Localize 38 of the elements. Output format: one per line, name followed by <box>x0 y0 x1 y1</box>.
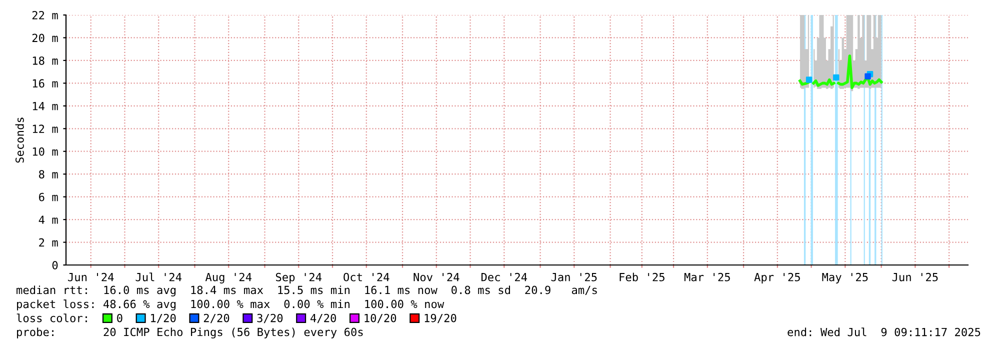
legend-label: 1/20 <box>151 314 176 324</box>
x-tick-label: May '25 <box>822 272 868 284</box>
y-axis-title: Seconds <box>15 118 24 163</box>
legend-label: 10/20 <box>364 314 396 324</box>
y-tick-label: 8 m <box>39 170 58 178</box>
legend-label: 0 <box>117 314 122 322</box>
y-tick-label: 22 m <box>32 11 58 20</box>
y-tick-label: 0 <box>52 261 58 270</box>
x-tick-label: Jul '24 <box>136 272 182 282</box>
x-tick-label: Oct '24 <box>344 272 390 282</box>
x-tick-label: Sep '24 <box>276 272 322 284</box>
legend-label: 19/20 <box>424 314 456 324</box>
x-tick-label: Aug '24 <box>205 272 252 284</box>
x-tick-label: Nov '24 <box>414 272 460 282</box>
x-tick-label: Jun '24 <box>68 272 114 282</box>
text: probe: 20 ICMP Echo Pings (56 Bytes) every 60s <box>17 328 363 338</box>
legend-label: 3/20 <box>257 314 283 324</box>
legend-label: 2/20 <box>204 314 230 324</box>
text: loss color: <box>16 314 87 322</box>
text: packet loss: 48.66 % avg 100.00 % max 0.00 % min 100.00 % now <box>17 300 444 310</box>
text: end: Wed Jul 9 09:11:17 2025 <box>788 328 980 336</box>
x-tick-label: Feb '25 <box>620 272 664 282</box>
x-tick-label: Jun '25 <box>892 272 938 282</box>
y-tick-label: 6 m <box>39 192 58 202</box>
x-tick-label: Dec '24 <box>481 272 528 282</box>
y-tick-label: 2 m <box>39 238 58 247</box>
y-tick-label: 10 m <box>32 147 58 156</box>
x-tick-label: Apr '25 <box>754 272 800 284</box>
y-tick-label: 20 m <box>32 34 58 42</box>
y-tick-label: 12 m <box>32 124 58 133</box>
x-tick-label: Jan '25 <box>551 272 597 282</box>
text: median rtt: 16.0 ms avg 18.4 ms max 15.5 ms min 16.1 ms now 0.8 ms sd 20.9 am/s <box>16 286 597 296</box>
y-tick-label: 4 m <box>38 216 58 224</box>
y-tick-label: 14 m <box>32 102 58 110</box>
legend-label: 4/20 <box>310 314 336 324</box>
y-tick-label: 18 m <box>32 56 58 65</box>
x-tick-label: Mar '25 <box>684 272 730 282</box>
y-tick-label: 16 m <box>32 79 58 88</box>
